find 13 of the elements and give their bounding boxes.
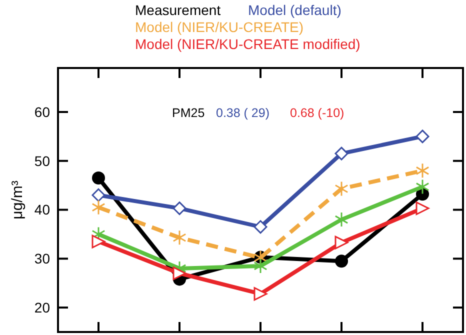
y-tick-label: 60 bbox=[34, 104, 50, 120]
annotation: PM25 bbox=[172, 106, 205, 120]
y-tick-label: 40 bbox=[34, 202, 50, 218]
y-tick-label: 30 bbox=[34, 250, 50, 267]
annotation: 0.38 ( 29) bbox=[216, 106, 270, 120]
y-axis-title: μg/m³ bbox=[9, 180, 26, 220]
text: Model (default) bbox=[248, 2, 342, 18]
text: Model (NIER/KU-CREATE) bbox=[135, 19, 304, 35]
text: Measurement bbox=[135, 2, 221, 18]
y-tick-label: 50 bbox=[34, 152, 50, 169]
y-tick-label: 20 bbox=[34, 299, 50, 316]
annotation: 0.68 (-10) bbox=[290, 106, 344, 120]
text: Model (NIER/KU-CREATE modified) bbox=[135, 36, 360, 52]
